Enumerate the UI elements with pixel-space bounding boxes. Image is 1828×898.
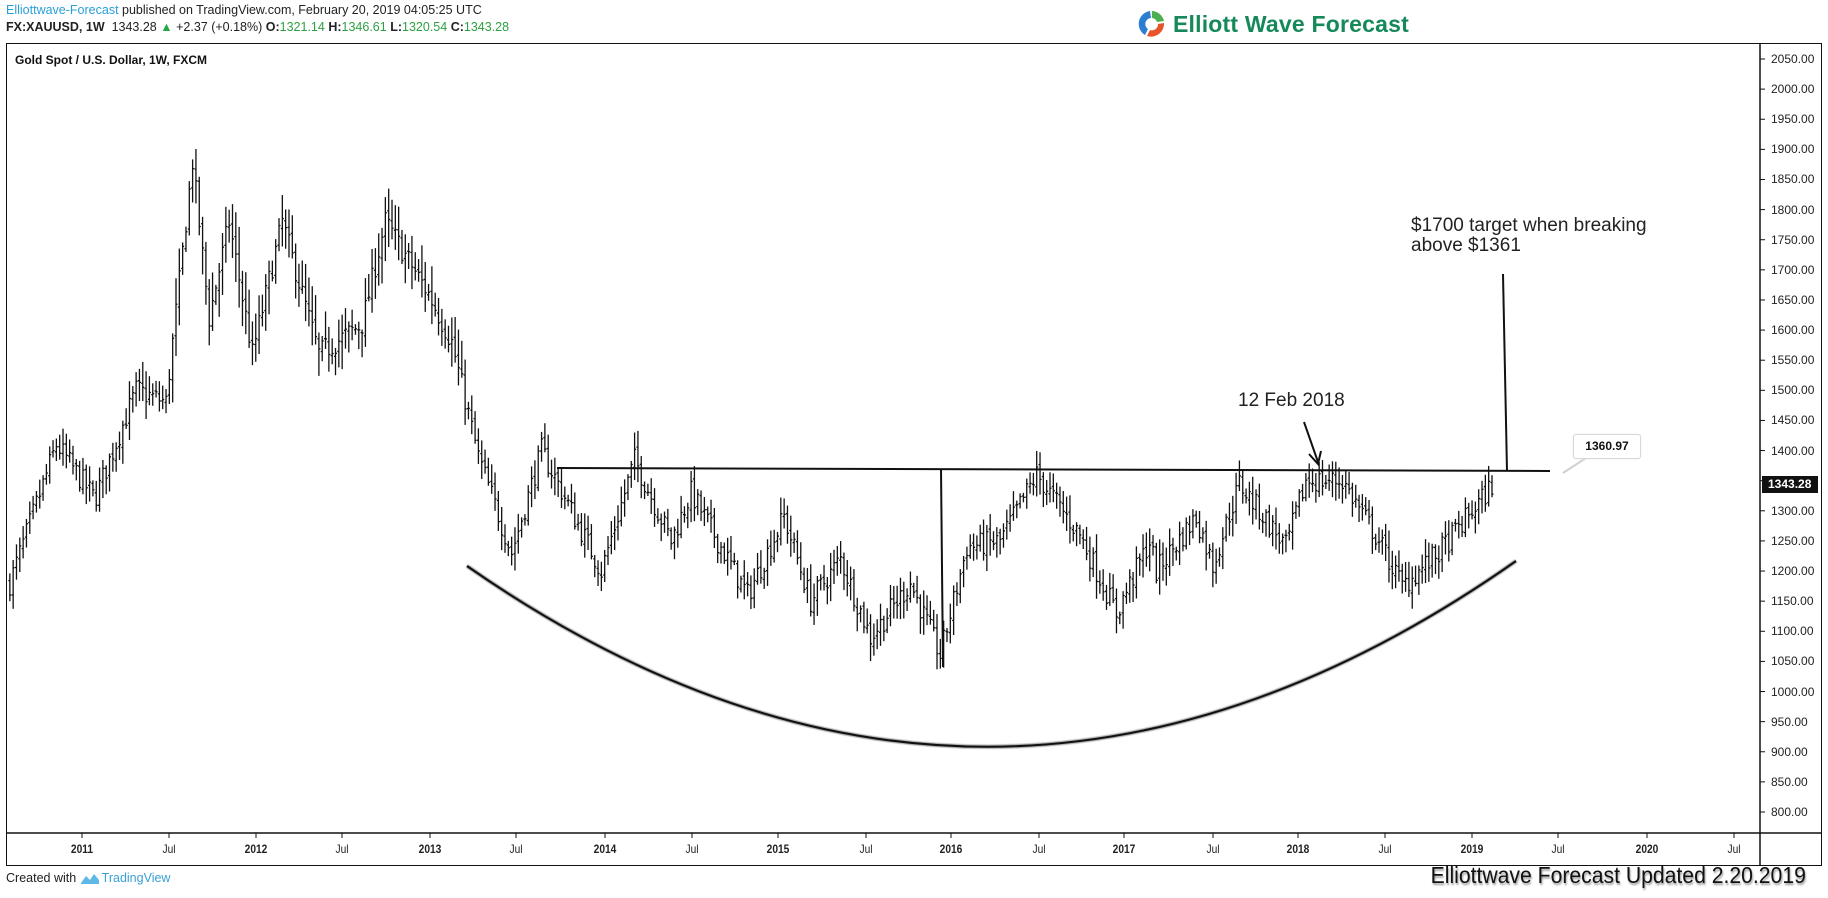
y-axis-ticks [1760, 58, 1765, 813]
open-label: O: [265, 20, 280, 34]
x-tick-label: 2014 [593, 842, 617, 856]
elliott-wave-logo: Elliott Wave Forecast [1137, 8, 1409, 40]
last-price-label: 1343.28 [1762, 476, 1818, 493]
target-projection-line[interactable] [1502, 273, 1508, 472]
y-tick-label: 2050.00 [1771, 52, 1815, 66]
x-tick-label: Jul [859, 842, 873, 856]
ewf-logo-icon [1138, 10, 1166, 38]
y-tick-label: 800.00 [1771, 805, 1808, 819]
callout-pointer [1562, 457, 1587, 474]
x-tick-label: Jul [1032, 842, 1046, 856]
tradingview-link[interactable]: TradingView [101, 871, 171, 885]
x-tick-label: 2015 [766, 842, 790, 856]
x-tick-label: Jul [685, 842, 699, 856]
y-tick-label: 1850.00 [1771, 172, 1815, 187]
high-label: H: [328, 20, 342, 34]
chart-frame [6, 43, 1822, 866]
change-value: +2.37 (+0.18%) [176, 20, 263, 34]
y-tick-label: 1400.00 [1771, 443, 1815, 458]
y-tick-label: 1150.00 [1771, 594, 1814, 609]
y-tick-label: 1950.00 [1771, 112, 1815, 127]
x-tick-label: 2018 [1286, 842, 1310, 856]
arrow-line [1303, 421, 1319, 463]
annotation-target-line2: above $1361 [1411, 235, 1521, 256]
y-tick-label: 1250.00 [1771, 533, 1815, 548]
rounding-bottom-arc-shadow [465, 559, 1518, 749]
symbol-label: FX:XAUUSD, 1W [6, 20, 105, 34]
logo-text: Elliott Wave Forecast [1173, 10, 1409, 37]
x-tick-label: Jul [1378, 842, 1392, 856]
annotation-target[interactable]: $1700 target when breaking above $1361 [1411, 216, 1647, 256]
low-label: L: [390, 20, 403, 34]
y-tick-label: 1700.00 [1771, 262, 1815, 277]
y-tick-label: 1800.00 [1771, 202, 1815, 217]
updated-stamp: Elliottwave Forecast Updated 2.20.2019 [1430, 862, 1806, 888]
triangle-up-icon: ▲ [160, 20, 173, 34]
close-label: C: [450, 20, 464, 34]
published-text: published on TradingView.com, February 2… [122, 3, 482, 17]
measured-move-line[interactable] [940, 468, 944, 668]
y-tick-label: 1500.00 [1771, 383, 1815, 398]
x-tick-label: 2017 [1112, 842, 1136, 856]
resistance-line[interactable] [556, 467, 1551, 472]
arrow-head-icon [1308, 450, 1322, 467]
y-tick-label: 850.00 [1771, 774, 1808, 789]
last-value: 1343.28 [111, 20, 157, 34]
rounding-bottom-arc[interactable] [466, 560, 1517, 748]
x-tick-label: 2013 [418, 842, 442, 856]
y-tick-label: 1200.00 [1771, 564, 1815, 579]
x-tick-label: 2012 [244, 842, 268, 856]
y-tick-label: 1050.00 [1771, 654, 1815, 669]
y-tick-label: 1450.00 [1771, 413, 1815, 428]
high-value: 1346.61 [341, 20, 387, 34]
open-value: 1321.14 [279, 20, 325, 34]
publisher-link[interactable]: Elliottwave-Forecast [6, 3, 119, 17]
x-tick-label: Jul [1206, 842, 1220, 856]
x-tick-label: 2016 [939, 842, 963, 856]
y-tick-label: 1650.00 [1771, 292, 1815, 307]
annotation-feb-2018[interactable]: 12 Feb 2018 [1238, 390, 1345, 411]
ohlc-bars [8, 148, 1494, 670]
x-tick-label: Jul [1727, 842, 1741, 856]
close-value: 1343.28 [463, 20, 510, 34]
x-tick-label: 2011 [70, 842, 94, 856]
x-tick-label: 2020 [1635, 842, 1659, 856]
x-tick-label: Jul [1551, 842, 1565, 856]
chart-title: Gold Spot / U.S. Dollar, 1W, FXCM [15, 53, 208, 67]
price-callout[interactable]: 1360.97 [1573, 434, 1641, 459]
y-tick-label: 900.00 [1771, 744, 1808, 759]
y-tick-label: 1000.00 [1771, 684, 1815, 699]
y-tick-label: 1750.00 [1771, 232, 1815, 247]
x-tick-label: Jul [335, 842, 349, 856]
low-value: 1320.54 [402, 20, 448, 34]
created-with: Created with TradingView [6, 871, 170, 885]
y-tick-label: 1100.00 [1771, 624, 1814, 639]
x-tick-label: Jul [162, 842, 176, 856]
created-with-text: Created with [6, 871, 77, 885]
publish-info: Elliottwave-Forecast published on Tradin… [6, 3, 482, 17]
symbol-legend: FX:XAUUSD, 1W 1343.28 ▲ +2.37 (+0.18%) O… [6, 20, 509, 34]
x-tick-label: Jul [509, 842, 523, 856]
y-tick-label: 1550.00 [1771, 353, 1815, 368]
x-axis-ticks [81, 833, 1735, 838]
tradingview-logo-icon [80, 874, 99, 884]
annotation-target-line1: $1700 target when breaking [1411, 215, 1647, 236]
y-tick-label: 950.00 [1771, 714, 1808, 729]
y-tick-label: 1600.00 [1771, 323, 1815, 338]
x-tick-label: 2019 [1460, 842, 1484, 856]
y-tick-label: 1900.00 [1771, 142, 1815, 157]
y-tick-label: 2000.00 [1771, 82, 1815, 97]
y-tick-label: 1300.00 [1771, 503, 1815, 518]
